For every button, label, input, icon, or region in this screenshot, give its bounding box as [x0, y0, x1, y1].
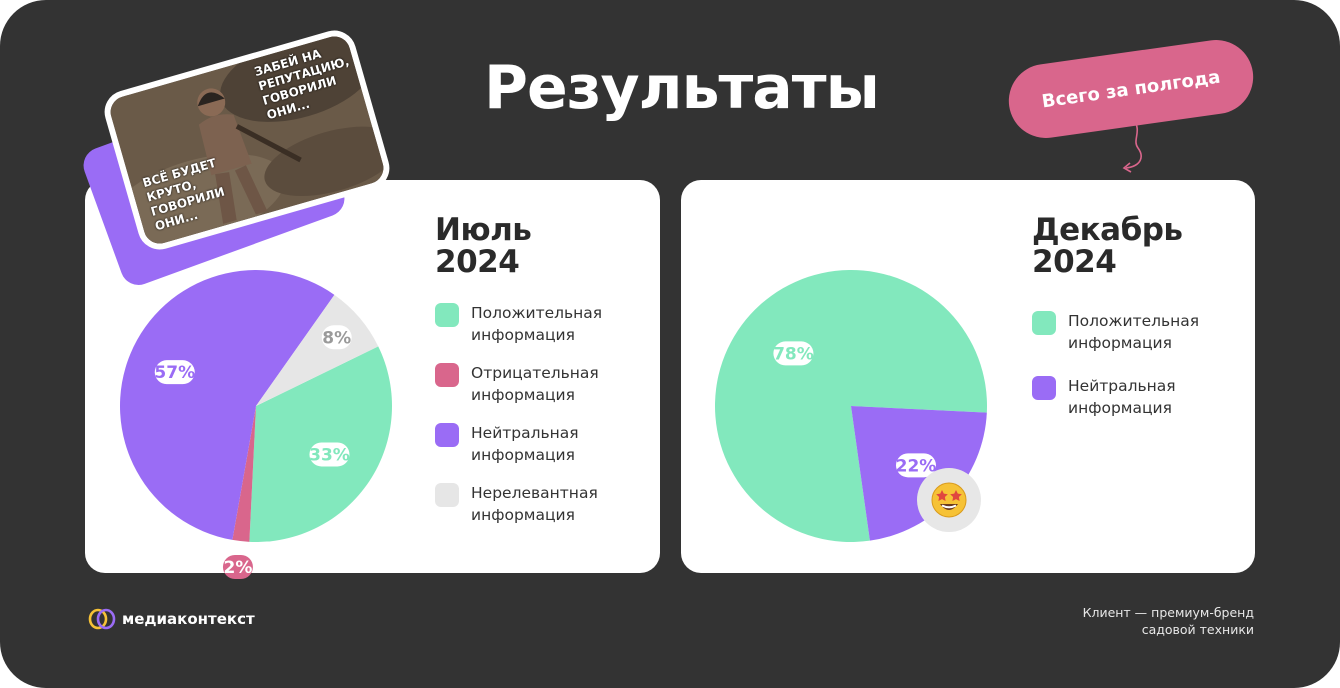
pie-label-positive: 78%	[773, 341, 814, 366]
emoji-badge	[917, 468, 981, 532]
legend-item-positive: Положительная информация	[1032, 310, 1199, 375]
legend-swatch-neutral	[435, 423, 459, 447]
december-pie-chart: 78% 22%	[715, 270, 987, 542]
legend-label-irrelevant: Нерелевантная информация	[471, 484, 598, 524]
pie-label-irrelevant: 8%	[321, 325, 352, 350]
star-struck-emoji-icon	[931, 482, 967, 518]
legend-swatch-positive	[435, 303, 459, 327]
legend-item-positive: Положительная информация	[435, 302, 602, 362]
legend-label-neutral: Нейтральная информация	[471, 424, 579, 464]
pie-slice-irrelevant	[256, 294, 379, 406]
legend-swatch-irrelevant	[435, 483, 459, 507]
legend-label-negative: Отрицательная информация	[471, 364, 599, 404]
july-chart-title: Июль 2024	[435, 212, 532, 280]
december-chart-title: Декабрь 2024	[1032, 214, 1183, 278]
brand-logo: медиаконтекст	[88, 608, 255, 630]
december-title-month: Декабрь	[1032, 212, 1183, 248]
meme-photo-art	[106, 32, 388, 248]
legend-item-neutral: Нейтральная информация	[435, 422, 602, 482]
legend-swatch-negative	[435, 363, 459, 387]
pie-label-neutral: 57%	[154, 360, 195, 385]
page-title: Результаты	[484, 53, 880, 123]
legend-label-positive: Положительная информация	[471, 304, 603, 344]
legend-swatch-neutral	[1032, 376, 1056, 400]
svg-text:8%: 8%	[322, 328, 351, 348]
pie-label-neutral: 22%	[896, 453, 937, 478]
curved-arrow-icon	[1122, 119, 1142, 173]
legend-item-negative: Отрицательная информация	[435, 362, 602, 422]
december-legend: Положительная информация Нейтральная инфор…	[1032, 310, 1199, 435]
legend-item-neutral: Нейтральная информация	[1032, 375, 1199, 435]
svg-text:22%: 22%	[896, 456, 937, 476]
svg-text:2%: 2%	[224, 558, 253, 578]
july-title-year: 2024	[435, 244, 520, 280]
july-title-month: Июль	[435, 212, 532, 248]
brand-name: медиаконтекст	[122, 610, 255, 628]
pie-label-positive: 33%	[309, 442, 350, 467]
legend-swatch-positive	[1032, 311, 1056, 335]
legend-label-positive: Положительная информация	[1068, 312, 1200, 352]
brand-rings-icon	[88, 608, 116, 630]
pie-slice-negative	[232, 406, 256, 542]
july-legend: Положительная информация Отрицательная инф…	[435, 302, 602, 542]
svg-text:33%: 33%	[309, 445, 350, 465]
svg-text:57%: 57%	[154, 363, 195, 383]
pie-label-negative: 2%	[222, 554, 253, 579]
meme-image: ЗАБЕЙ НА РЕПУТАЦИЮ, ГОВОРИЛИ ОНИ... ВСЁ …	[99, 25, 395, 255]
svg-text:78%: 78%	[773, 344, 814, 364]
july-pie-chart: 33% 2% 57% 8%	[120, 270, 392, 579]
pie-slice-neutral	[120, 270, 335, 540]
december-title-year: 2024	[1032, 244, 1117, 280]
client-note: Клиент — премиум-бренд садовой техники	[1082, 605, 1254, 637]
legend-item-irrelevant: Нерелевантная информация	[435, 482, 602, 542]
july-chart-card: Июль 2024 33% 2% 57% 8% Положительная информ…	[85, 180, 660, 579]
legend-label-neutral: Нейтральная информация	[1068, 377, 1176, 417]
